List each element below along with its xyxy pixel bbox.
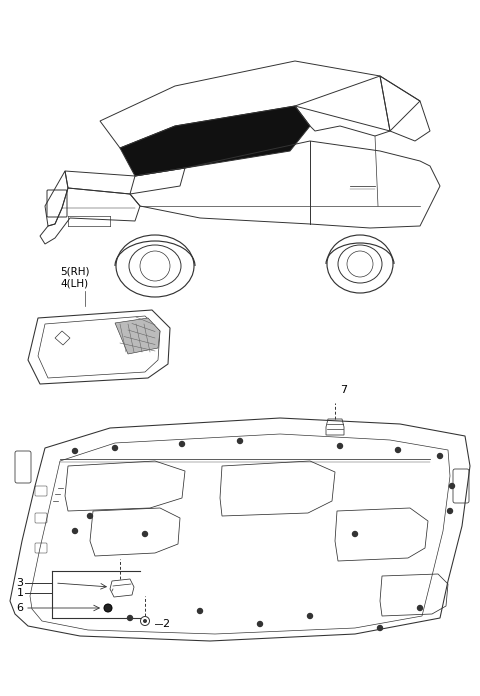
- Circle shape: [257, 622, 263, 626]
- Text: 3: 3: [16, 578, 24, 588]
- Circle shape: [128, 615, 132, 621]
- Circle shape: [104, 604, 112, 612]
- Circle shape: [449, 484, 455, 489]
- Circle shape: [308, 613, 312, 619]
- Circle shape: [143, 532, 147, 537]
- Circle shape: [197, 608, 203, 613]
- Polygon shape: [115, 318, 160, 354]
- Circle shape: [72, 528, 77, 534]
- Circle shape: [180, 441, 184, 447]
- Circle shape: [418, 606, 422, 610]
- Text: 6: 6: [16, 603, 24, 613]
- Circle shape: [87, 514, 93, 519]
- Circle shape: [337, 443, 343, 448]
- Text: 4(LH): 4(LH): [60, 278, 88, 288]
- Text: 7: 7: [340, 385, 347, 395]
- Circle shape: [377, 626, 383, 631]
- Text: 1: 1: [16, 588, 24, 598]
- Circle shape: [112, 445, 118, 450]
- Circle shape: [72, 448, 77, 454]
- Circle shape: [447, 509, 453, 514]
- Circle shape: [396, 448, 400, 452]
- Text: 5(RH): 5(RH): [60, 266, 89, 276]
- Circle shape: [352, 532, 358, 537]
- Circle shape: [437, 454, 443, 459]
- Circle shape: [238, 438, 242, 443]
- Circle shape: [143, 619, 147, 623]
- Text: 2: 2: [162, 619, 169, 629]
- Polygon shape: [120, 106, 310, 176]
